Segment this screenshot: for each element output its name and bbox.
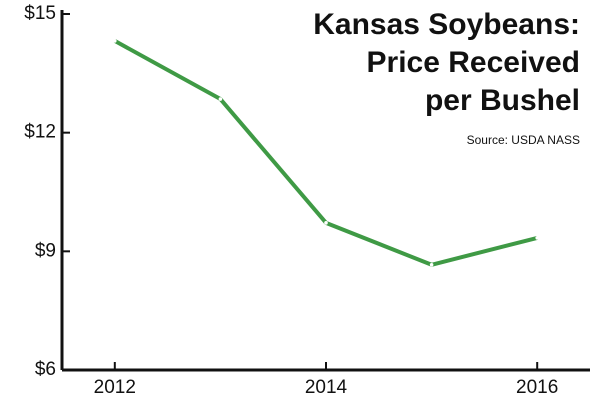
x-tick-label: 2016 [516, 377, 558, 398]
point [218, 97, 223, 101]
chart-title: Kansas Soybeans: [313, 8, 580, 41]
point [324, 221, 328, 225]
point [113, 39, 117, 43]
chart-title: Price Received [367, 46, 580, 79]
source: Source: USDA NASS [467, 133, 580, 147]
chart-title: per Bushel [425, 84, 580, 117]
y-tick-label: $9 [35, 240, 56, 261]
y-tick-label: $12 [24, 122, 56, 143]
x-tick-label: 2014 [305, 377, 348, 398]
y-tick-label: $15 [24, 3, 56, 24]
y-tick-label: $6 [35, 359, 56, 380]
point [535, 236, 539, 240]
x-tick-label: 2012 [94, 377, 136, 398]
point [429, 262, 434, 267]
